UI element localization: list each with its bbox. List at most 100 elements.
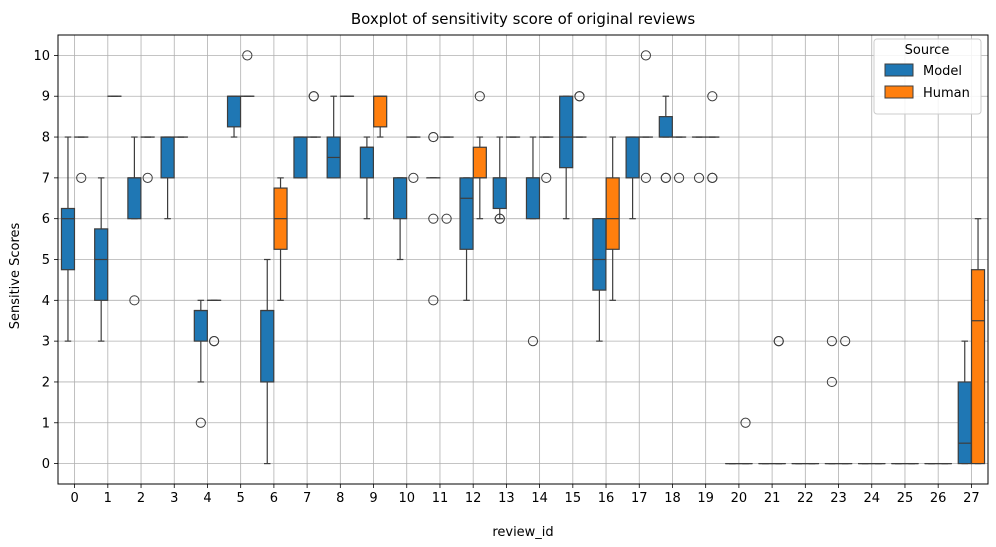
iqr-box — [472, 146, 487, 179]
outlier-point — [740, 417, 751, 428]
legend-swatch-human — [884, 85, 914, 99]
series-model — [60, 95, 972, 465]
box-human-19 — [705, 91, 720, 183]
box-human-5 — [240, 50, 255, 97]
iqr-box — [459, 177, 474, 250]
iqr-box — [492, 177, 507, 210]
box-human-17 — [638, 50, 654, 183]
x-tick-label: 18 — [664, 491, 681, 506]
legend-title: Source — [905, 43, 950, 58]
box-human-16 — [605, 136, 620, 301]
x-tick-label: 1 — [104, 491, 112, 506]
x-tick-label: 20 — [731, 491, 748, 506]
box-model-7 — [293, 136, 308, 179]
x-tick-label: 6 — [270, 491, 278, 506]
outlier-point — [574, 91, 585, 102]
legend: Source Model Human — [873, 38, 982, 115]
outlier-point — [640, 50, 651, 61]
y-tick-label: 8 — [42, 131, 50, 146]
outlier-point — [826, 376, 837, 388]
outlier-point — [195, 417, 206, 428]
y-tick-label: 3 — [42, 335, 50, 350]
y-tick-label: 1 — [42, 416, 50, 431]
x-axis-label: review_id — [492, 525, 553, 540]
box-model-9 — [359, 136, 375, 220]
outlier-point — [441, 213, 452, 224]
box-human-11 — [439, 136, 454, 224]
box-human-4 — [206, 299, 222, 347]
iqr-box — [592, 218, 607, 291]
x-tick-label: 16 — [598, 491, 615, 506]
legend-items: Model Human — [884, 63, 970, 101]
x-tick-label: 9 — [369, 491, 377, 506]
outlier-point — [640, 172, 651, 183]
x-tick-label: 2 — [137, 491, 145, 506]
legend-label-model: Model — [923, 64, 962, 79]
legend-label-human: Human — [923, 86, 970, 101]
box-model-15 — [559, 95, 574, 220]
box-human-6 — [273, 177, 288, 301]
y-tick-label: 5 — [42, 253, 50, 268]
iqr-box — [559, 95, 574, 169]
box-human-15 — [572, 91, 587, 138]
x-tick-label: 24 — [863, 491, 880, 506]
box-human-0 — [74, 136, 89, 183]
iqr-box — [127, 177, 142, 220]
x-tick-label: 0 — [70, 491, 78, 506]
outlier-point — [494, 213, 505, 224]
box-human-20 — [738, 417, 753, 465]
iqr-box — [970, 269, 986, 465]
box-human-14 — [539, 136, 554, 183]
x-tick-label: 26 — [930, 491, 947, 506]
x-tick-label: 3 — [170, 491, 178, 506]
box-model-3 — [160, 136, 175, 220]
box-model-18 — [658, 95, 673, 183]
x-tick-label: 7 — [303, 491, 311, 506]
outlier-point — [428, 295, 439, 306]
x-tick-label: 10 — [398, 491, 415, 506]
box-model-6 — [260, 258, 275, 465]
x-tick-label: 14 — [531, 491, 548, 506]
box-model-14 — [525, 136, 541, 347]
x-tick-label: 15 — [565, 491, 582, 506]
y-tick-label: 0 — [42, 457, 50, 472]
x-tick-label: 19 — [697, 491, 714, 506]
outlier-point — [76, 172, 87, 183]
box-human-7 — [306, 91, 321, 138]
iqr-box — [359, 146, 375, 179]
box-human-12 — [472, 91, 487, 220]
x-tick-label: 25 — [897, 491, 914, 506]
y-tick-label: 6 — [42, 212, 50, 227]
iqr-box — [392, 177, 408, 220]
box-groups — [60, 50, 986, 465]
box-human-27 — [970, 218, 986, 465]
y-tick-label: 4 — [42, 294, 50, 309]
box-model-16 — [592, 218, 607, 342]
iqr-box — [193, 309, 208, 342]
box-model-11 — [426, 131, 441, 306]
legend-swatch-model — [884, 63, 914, 77]
box-model-0 — [60, 136, 76, 342]
iqr-box — [605, 177, 620, 250]
series-human — [74, 50, 986, 465]
outlier-point — [707, 172, 718, 183]
y-tick-label: 10 — [33, 49, 50, 64]
iqr-box — [260, 309, 275, 383]
box-human-2 — [140, 136, 155, 183]
iqr-box — [226, 95, 242, 128]
x-tick-label: 8 — [336, 491, 344, 506]
box-model-13 — [492, 136, 507, 224]
outlier-point — [660, 172, 671, 183]
x-tick-label: 17 — [631, 491, 648, 506]
box-model-12 — [459, 177, 474, 301]
box-model-4 — [193, 299, 208, 428]
x-tick-label: 22 — [797, 491, 814, 506]
box-human-18 — [671, 136, 687, 183]
x-tick-label: 5 — [237, 491, 245, 506]
x-axis-ticks: 0 1 2 3 4 5 6 7 8 9 10 11 12 13 14 15 16 17 18 19 20 21 22 23 24… — [70, 484, 980, 506]
outlier-point — [773, 336, 784, 347]
outlier-point — [428, 131, 439, 143]
x-tick-label: 21 — [764, 491, 781, 506]
outlier-point — [209, 336, 220, 347]
